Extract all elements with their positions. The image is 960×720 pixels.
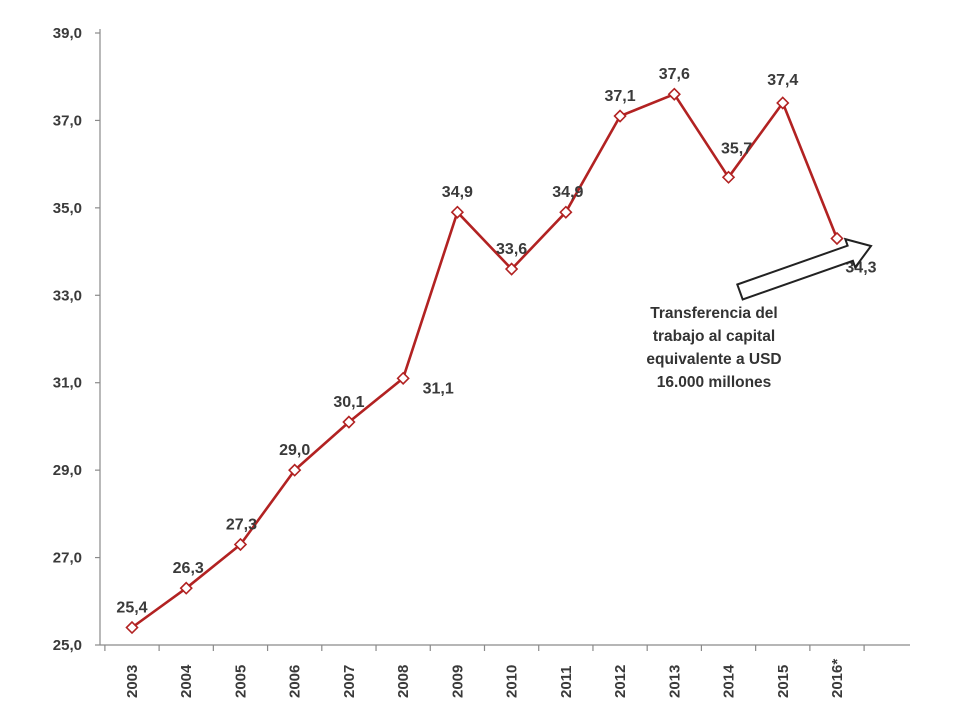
data-label: 27,3	[226, 516, 257, 533]
x-tick-label: 2012	[612, 665, 629, 698]
data-label: 25,4	[116, 600, 147, 617]
y-tick-label: 39,0	[53, 25, 82, 42]
data-labels: 25,4 26,3 27,3 29,0 30,1 31,1 34,9 33,6 34,9 37,1…	[116, 66, 876, 616]
annotation-text-line: Transferencia del	[650, 305, 778, 322]
annotation-arrow	[736, 237, 873, 301]
series-polyline	[131, 92, 839, 629]
annotation-text-line: equivalente a USD	[646, 351, 781, 368]
data-point-marker	[396, 371, 410, 385]
y-tick-label: 31,0	[53, 375, 82, 392]
x-tick-label: 2005	[232, 665, 249, 698]
x-tick-label: 2008	[395, 665, 412, 698]
x-tick-label: 2016*	[829, 659, 846, 698]
data-point-marker	[288, 463, 302, 477]
data-point-marker	[179, 581, 193, 595]
x-tick-label: 2011	[558, 665, 575, 698]
data-point-marker	[233, 537, 248, 552]
y-tick-label: 35,0	[53, 200, 82, 217]
x-tick-label: 2014	[721, 664, 738, 698]
data-point-marker	[125, 620, 139, 635]
x-tick-label: 2015	[775, 665, 792, 698]
y-tick-label: 25,0	[53, 637, 82, 654]
data-point-marker	[450, 205, 465, 219]
x-tick-label: 2003	[124, 665, 141, 698]
x-tick-label: 2010	[504, 665, 521, 698]
x-tick-label: 2009	[449, 665, 466, 698]
data-label: 35,7	[721, 140, 752, 157]
x-tick-label: 2013	[666, 665, 683, 698]
y-tick-label: 27,0	[53, 550, 82, 567]
x-tick-label: 2004	[178, 664, 195, 698]
data-point-marker	[721, 170, 736, 184]
data-label: 30,1	[333, 394, 364, 411]
data-label: 26,3	[173, 560, 204, 577]
x-axis: 2003 2004 2005 2006 2007 2008 2009 2010 2011 2012…	[100, 644, 910, 698]
data-label: 37,1	[604, 88, 635, 105]
x-tick-label: 2007	[341, 665, 358, 698]
data-label: 37,4	[767, 72, 798, 89]
y-tick-label: 37,0	[53, 112, 82, 129]
annotation: Transferencia del trabajo al capital equiv…	[646, 237, 873, 391]
data-label: 31,1	[423, 380, 454, 397]
data-point-marker	[830, 231, 844, 246]
data-label: 29,0	[279, 442, 310, 459]
x-tick-label: 2006	[287, 665, 304, 698]
annotation-text-line: trabajo al capital	[653, 328, 775, 345]
data-point-marker	[776, 96, 790, 110]
annotation-text-line: 16.000 millones	[657, 374, 772, 391]
y-tick-label: 33,0	[53, 287, 82, 304]
data-point-marker	[559, 205, 573, 219]
y-axis: 25,0 27,0 29,0 31,0 33,0 35,0 37,0 39,0	[53, 25, 101, 654]
data-point-marker	[667, 87, 681, 101]
data-label: 34,9	[442, 184, 473, 201]
series-line	[125, 87, 844, 635]
y-tick-label: 29,0	[53, 462, 82, 479]
data-label: 34,9	[552, 184, 583, 201]
data-label: 37,6	[659, 66, 690, 83]
data-point-marker	[342, 415, 356, 429]
data-point-marker	[504, 262, 519, 276]
data-label: 33,6	[496, 241, 527, 258]
data-point-marker	[613, 109, 627, 123]
